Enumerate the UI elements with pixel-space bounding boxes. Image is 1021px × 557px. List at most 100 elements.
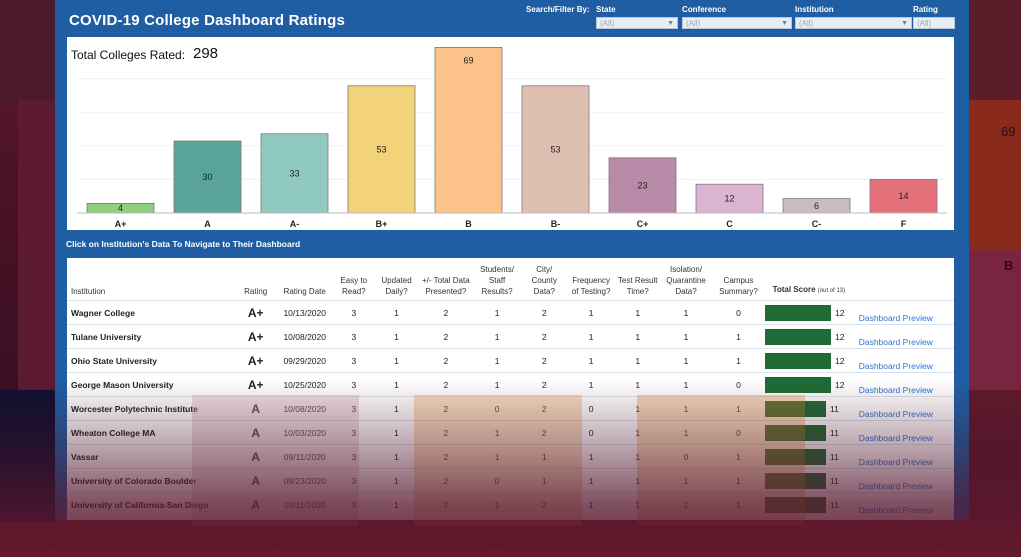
dashboard-preview-link[interactable]: Dashboard Preview: [852, 300, 954, 325]
total-score-bar: [765, 376, 831, 393]
col-header-updated-daily: Updated Daily?: [381, 276, 412, 296]
bg-bottom-label: B-: [934, 536, 949, 552]
rating-grade: A+: [235, 348, 276, 373]
institution-name[interactable]: Ohio State University: [67, 348, 236, 373]
col-header-frequency: Frequency of Testing?: [571, 276, 611, 296]
dashboard-preview-link[interactable]: Dashboard Preview: [852, 420, 954, 445]
total-score-sub: (out of 13): [817, 288, 846, 294]
criterion-score: 1: [472, 372, 522, 397]
dashboard-preview-link[interactable]: Dashboard Preview: [852, 468, 954, 493]
col-header-campus-summary: Campus Summary?: [719, 276, 758, 296]
total-score-bar: [765, 352, 831, 369]
bg-tile: [0, 0, 55, 100]
dashboard-preview-link[interactable]: Dashboard Preview: [852, 372, 954, 397]
rating-dropdown[interactable]: (All): [913, 17, 955, 29]
total-colleges-value: 298: [193, 45, 219, 62]
institution-dropdown[interactable]: (All) ▼: [795, 17, 912, 29]
total-score-value: 11: [830, 475, 839, 486]
bg-bottom-label: B+: [489, 536, 508, 552]
rating-date: 10/13/2020: [275, 300, 334, 325]
bar-B[interactable]: [434, 46, 503, 214]
table-row[interactable]: Ohio State University A+ 09/29/2020 3 1 2 1 2 1 1…: [67, 348, 954, 373]
criterion-score: 1: [374, 396, 420, 421]
bar-value-label: 6: [814, 201, 819, 211]
criterion-score: 1: [374, 420, 420, 445]
filter-state[interactable]: State (All) ▼: [596, 5, 678, 29]
dropdown-value: (All): [686, 19, 701, 28]
state-dropdown[interactable]: (All) ▼: [596, 17, 678, 29]
conference-dropdown[interactable]: (All) ▼: [682, 17, 792, 29]
bg-tile: [969, 390, 1021, 522]
criterion-score: 1: [472, 324, 522, 349]
table-row[interactable]: George Mason University A+ 10/25/2020 3 1 2 1 2…: [67, 372, 954, 397]
bar-B+[interactable]: [347, 85, 416, 214]
col-header-total-data: +/- Total Data Presented?: [421, 276, 470, 296]
filter-label: State: [596, 5, 616, 14]
col-header-link: [853, 258, 954, 301]
table-row[interactable]: Wagner College A+ 10/13/2020 3 1 2 1 2 1 1 1 0 12 Das…: [67, 300, 954, 325]
filter-institution[interactable]: Institution (All) ▼: [795, 5, 912, 29]
col-header-student-staff: Students/ Staff Results?: [480, 265, 514, 296]
navigation-hint: Click on Institution's Data To Navigate …: [66, 239, 301, 249]
dashboard-preview-link[interactable]: Dashboard Preview: [852, 348, 954, 373]
bar-value-label: 4: [118, 203, 123, 213]
bg-tile: [0, 390, 55, 522]
criterion-score: 1: [615, 324, 661, 349]
filter-rating[interactable]: Rating (All): [913, 5, 955, 29]
dashboard-preview-link[interactable]: Dashboard Preview: [852, 492, 954, 516]
bar-A[interactable]: [173, 140, 242, 214]
criterion-score: 2: [521, 300, 568, 325]
dashboard-preview-link[interactable]: Dashboard Preview: [852, 324, 954, 349]
bar-value-label: 33: [289, 168, 299, 178]
criterion-score: 1: [615, 300, 661, 325]
criterion-score: 1: [567, 348, 616, 373]
table-header-row: Institution Rating Rating Date Easy to R…: [67, 258, 954, 301]
criterion-score: 3: [333, 348, 375, 373]
institution-name[interactable]: Tulane University: [67, 324, 236, 349]
page-title: COVID-19 College Dashboard Ratings: [69, 12, 346, 29]
filter-conference[interactable]: Conference (All) ▼: [682, 5, 792, 29]
total-score-value: 12: [835, 355, 845, 366]
bg-ghost-bar: [637, 395, 805, 525]
institution-name[interactable]: George Mason University: [67, 372, 236, 397]
total-score-value: 11: [830, 499, 839, 510]
dashboard-preview-link[interactable]: Dashboard Preview: [852, 444, 954, 469]
total-score-bar: [765, 304, 831, 321]
bg-tile: [18, 100, 55, 390]
total-score-cell: 12: [765, 324, 853, 349]
criterion-score: 3: [333, 372, 375, 397]
criterion-score: 2: [521, 372, 568, 397]
bar-value-label: 14: [898, 191, 908, 201]
bg-bar-value: 69: [1001, 124, 1016, 139]
criterion-score: 1: [374, 372, 420, 397]
criterion-score: 0: [711, 300, 765, 325]
rating-bar-chart: 4 A+ 30 A 33 A- 53 B+ 69 B 53 B- 23 C+ 12 C 6 C- 14 F: [77, 46, 947, 229]
total-colleges-label: Total Colleges Rated:: [71, 48, 186, 62]
col-header-test-result: Test Result Time?: [617, 276, 658, 296]
total-score-value: 11: [830, 451, 839, 462]
x-tick-label: F: [901, 219, 907, 229]
criterion-score: 1: [374, 300, 420, 325]
criterion-score: 1: [567, 372, 616, 397]
institution-name[interactable]: Wagner College: [67, 300, 236, 325]
bg-bottom-band: [0, 522, 1021, 557]
col-header-rating: Rating: [244, 287, 268, 296]
total-score-cell: 12: [765, 300, 853, 325]
criterion-score: 1: [711, 324, 765, 349]
x-tick-label: C: [726, 219, 733, 229]
bar-C+[interactable]: [608, 157, 677, 214]
criterion-score: 3: [333, 300, 375, 325]
filter-label: Rating: [913, 5, 938, 14]
criterion-score: 1: [660, 300, 712, 325]
criterion-score: 1: [615, 348, 661, 373]
bar-B-[interactable]: [521, 85, 590, 214]
dashboard-preview-link[interactable]: Dashboard Preview: [852, 396, 954, 421]
criterion-score: 1: [615, 372, 661, 397]
bar-A-[interactable]: [260, 133, 329, 214]
col-header-city-county: City/ County Data?: [531, 265, 557, 296]
total-score-label: Total Score: [772, 285, 816, 294]
chevron-down-icon: ▼: [667, 20, 674, 27]
table-row[interactable]: Tulane University A+ 10/08/2020 3 1 2 1 2 1 1 1 1 12…: [67, 324, 954, 349]
col-header-institution: Institution: [71, 287, 106, 296]
col-header-easy-to-read: Easy to Read?: [340, 276, 368, 296]
